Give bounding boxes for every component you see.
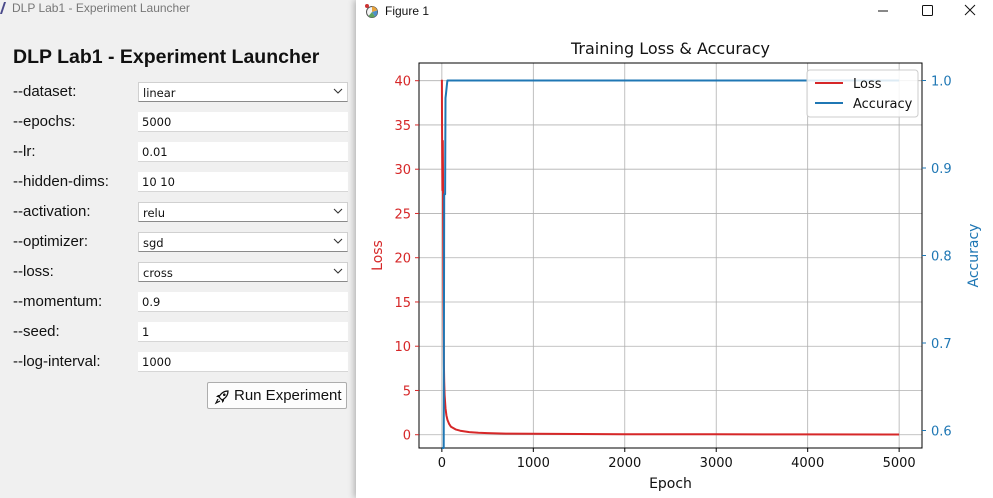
y-right-axis-label: Accuracy (966, 224, 982, 288)
row-epochs: --epochs: 5000 (0, 112, 358, 134)
hidden-dims-input[interactable]: 10 10 (138, 172, 348, 192)
x-tick-label: 5000 (883, 456, 916, 471)
y-left-tick-label: 10 (394, 340, 411, 355)
launcher-window-title: DLP Lab1 - Experiment Launcher (12, 1, 190, 15)
series-line-accuracy (441, 79, 900, 449)
figure-window: Figure 1 0 1000 2000 3000 4000 5000 0 5 10 15 20 25… (356, 0, 993, 498)
y-left-tick-label: 35 (394, 119, 411, 134)
legend-label-accuracy: Accuracy (853, 97, 913, 112)
optimizer-value: sgd (143, 236, 164, 250)
y-left-tick-label: 40 (394, 75, 411, 90)
epochs-label: --epochs: (13, 113, 76, 130)
figure-window-title: Figure 1 (385, 4, 430, 18)
optimizer-select[interactable]: sgd (138, 232, 348, 252)
rocket-icon (214, 390, 229, 405)
log-interval-input[interactable]: 1000 (138, 352, 348, 372)
momentum-value: 0.9 (142, 295, 161, 309)
run-experiment-button[interactable]: Run Experiment (207, 382, 347, 409)
x-tick-label: 0 (438, 456, 446, 471)
row-activation: --activation: relu (0, 202, 358, 224)
x-tick-label: 4000 (791, 456, 824, 471)
legend-label-loss: Loss (853, 77, 882, 92)
loss-value: cross (143, 266, 173, 280)
launcher-titlebar: DLP Lab1 - Experiment Launcher (0, 0, 358, 22)
figure-titlebar: Figure 1 (356, 0, 993, 22)
lr-label: --lr: (13, 143, 36, 160)
y-left-tick-label: 20 (394, 252, 411, 267)
loss-label: --loss: (13, 263, 54, 280)
row-hidden-dims: --hidden-dims: 10 10 (0, 172, 358, 194)
seed-label: --seed: (13, 323, 60, 340)
dataset-value: linear (143, 86, 176, 100)
figure-app-icon (365, 4, 378, 18)
lr-value: 0.01 (142, 145, 168, 159)
series-line-loss (440, 79, 900, 436)
row-lr: --lr: 0.01 (0, 142, 358, 164)
x-tick-label: 1000 (517, 456, 550, 471)
activation-label: --activation: (13, 203, 91, 220)
page-title: DLP Lab1 - Experiment Launcher (13, 46, 320, 68)
minimize-button[interactable] (860, 0, 906, 22)
x-tick-label: 3000 (700, 456, 733, 471)
hidden-dims-value: 10 10 (142, 175, 175, 189)
optimizer-label: --optimizer: (13, 233, 89, 250)
epochs-value: 5000 (142, 115, 172, 129)
y-left-tick-label: 30 (394, 163, 411, 178)
x-tick-label: 2000 (608, 456, 641, 471)
row-loss: --loss: cross (0, 262, 358, 284)
y-right-tick-label: 0.8 (931, 250, 952, 265)
dataset-label: --dataset: (13, 83, 77, 100)
log-interval-value: 1000 (142, 355, 172, 369)
maximize-icon (922, 5, 933, 16)
momentum-input[interactable]: 0.9 (138, 292, 348, 312)
chart-title: Training Loss & Accuracy (570, 39, 770, 58)
minimize-icon (878, 10, 888, 12)
y-right-tick-label: 1.0 (931, 75, 952, 90)
epochs-input[interactable]: 5000 (138, 112, 348, 132)
row-seed: --seed: 1 (0, 322, 358, 344)
activation-select[interactable]: relu (138, 202, 348, 222)
lr-input[interactable]: 0.01 (138, 142, 348, 162)
log-interval-label: --log-interval: (13, 353, 101, 370)
legend-box (806, 69, 919, 118)
launcher-window: DLP Lab1 - Experiment Launcher DLP Lab1 … (0, 0, 358, 498)
y-right-tick-label: 0.6 (931, 425, 952, 440)
dataset-select[interactable]: linear (138, 82, 348, 102)
row-optimizer: --optimizer: sgd (0, 232, 358, 254)
y-left-tick-label: 15 (394, 296, 411, 311)
training-chart: 0 1000 2000 3000 4000 5000 0 5 10 15 20 25 30 35 40 0.6… (370, 39, 982, 492)
hidden-dims-label: --hidden-dims: (13, 173, 109, 190)
y-right-tick-label: 0.9 (931, 162, 952, 177)
app-icon (0, 2, 6, 14)
loss-select[interactable]: cross (138, 262, 348, 282)
row-dataset: --dataset: linear (0, 82, 358, 104)
y-left-tick-label: 25 (394, 207, 411, 222)
x-axis-label: Epoch (649, 476, 692, 492)
chevron-down-icon (333, 268, 343, 274)
close-button[interactable] (947, 0, 993, 22)
seed-input[interactable]: 1 (138, 322, 348, 342)
close-icon (964, 4, 976, 16)
y-right-tick-label: 0.7 (931, 337, 952, 352)
maximize-button[interactable] (904, 0, 950, 22)
row-log-interval: --log-interval: 1000 (0, 352, 358, 374)
momentum-label: --momentum: (13, 293, 103, 310)
seed-value: 1 (142, 325, 150, 339)
chevron-down-icon (333, 88, 343, 94)
y-left-axis-label: Loss (370, 240, 386, 271)
chevron-down-icon (333, 208, 343, 214)
row-momentum: --momentum: 0.9 (0, 292, 358, 314)
y-left-tick-label: 0 (403, 429, 411, 444)
run-button-label: Run Experiment (234, 387, 342, 404)
y-left-tick-label: 5 (403, 384, 411, 399)
activation-value: relu (143, 206, 166, 220)
chevron-down-icon (333, 238, 343, 244)
